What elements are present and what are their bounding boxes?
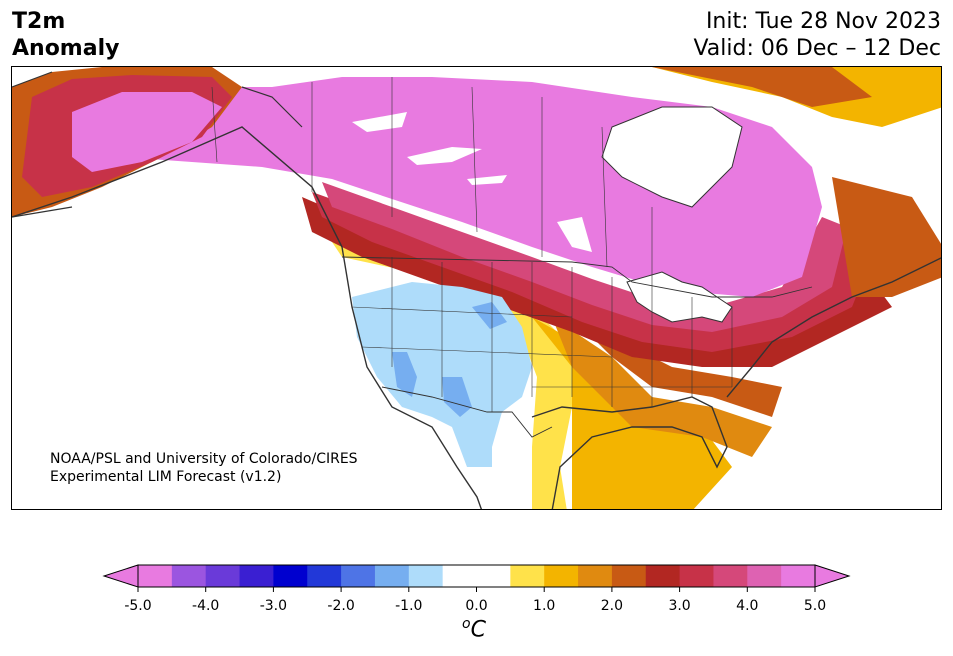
colorbar-tick-label: 4.0 xyxy=(736,598,759,614)
map-canvas xyxy=(12,67,941,509)
colorbar-tick-label: 1.0 xyxy=(533,598,556,614)
colorbar-tick-label: -5.0 xyxy=(124,598,152,614)
colorbar-tick-label: 0.0 xyxy=(465,598,488,614)
coastline-gulf xyxy=(531,396,728,509)
hudson-bay xyxy=(601,106,743,208)
anomaly-band-rose xyxy=(322,182,847,332)
credit-text: NOAA/PSL and University of Colorado/CIRE… xyxy=(50,450,358,486)
colorbar-segment xyxy=(138,565,173,587)
colorbar-segment xyxy=(544,565,579,587)
colorbar-left-extend xyxy=(102,564,139,588)
colorbar-segment xyxy=(205,565,241,587)
colorbar-segment xyxy=(476,565,511,587)
colorbar-right-extend xyxy=(814,564,851,588)
valid-range: Valid: 06 Dec – 12 Dec xyxy=(693,36,941,61)
colorbar-segment xyxy=(239,565,274,587)
great-lakes xyxy=(626,271,733,323)
title-line-2: Anomaly xyxy=(12,36,120,61)
colorbar-segments xyxy=(138,565,816,587)
anomaly-band-alaska-magenta xyxy=(72,92,222,172)
credit-line-1: NOAA/PSL and University of Colorado/CIRE… xyxy=(50,451,358,467)
state-lines xyxy=(351,257,733,412)
colorbar-tick-label: -1.0 xyxy=(395,598,423,614)
colorbar-segment xyxy=(408,565,444,587)
colorbar-tick-label: -3.0 xyxy=(259,598,288,614)
colorbar-segment xyxy=(171,565,207,587)
colorbar-segment xyxy=(510,565,545,587)
lake-2 xyxy=(407,147,482,165)
anomaly-map: NOAA/PSL and University of Colorado/CIRE… xyxy=(11,66,942,510)
us-mexico-border xyxy=(381,386,553,438)
anomaly-band-crimson xyxy=(312,192,872,352)
colorbar-tick-label: 3.0 xyxy=(668,598,691,614)
colorbar-segment xyxy=(578,565,613,587)
colorbar-segment xyxy=(713,565,748,587)
colorbar-unit: oC xyxy=(462,616,486,642)
anomaly-band-blue xyxy=(392,352,417,397)
colorbar-ticks xyxy=(137,587,816,592)
init-date: Init: Tue 28 Nov 2023 xyxy=(705,9,941,34)
colorbar-tick-label: -4.0 xyxy=(192,598,220,614)
lake-3 xyxy=(467,175,507,185)
colorbar-segment xyxy=(645,565,681,587)
unit-superscript: o xyxy=(462,616,471,632)
alaska-coast xyxy=(12,71,303,218)
colorbar-segment xyxy=(341,565,376,587)
colorbar-tick-label: -2.0 xyxy=(327,598,355,614)
province-lines xyxy=(211,77,653,287)
colorbar-segment xyxy=(747,565,782,587)
anomaly-band-greenland-red xyxy=(652,67,872,107)
colorbar-segment xyxy=(307,565,342,587)
credit-line-2: Experimental LIM Forecast (v1.2) xyxy=(50,469,282,485)
lake-4 xyxy=(557,217,592,252)
anomaly-band-blue-2 xyxy=(442,377,472,417)
anomaly-band-blue-3 xyxy=(472,302,507,329)
colorbar-tick-label: 5.0 xyxy=(803,598,827,614)
anomaly-band-dark-orange xyxy=(572,317,782,417)
title-line-1: T2m xyxy=(12,9,66,34)
forecast-dates: Init: Tue 28 Nov 2023 Valid: 06 Dec – 12… xyxy=(693,8,941,62)
colorbar-segment xyxy=(442,565,477,587)
map-title: T2m Anomaly xyxy=(12,8,119,62)
colorbar-segment xyxy=(781,565,816,587)
anomaly-band-labrador xyxy=(832,177,941,297)
colorbar-segment xyxy=(611,565,647,587)
anomaly-band-red xyxy=(302,197,892,367)
coastline-east xyxy=(726,257,941,398)
colorbar-segment xyxy=(374,565,410,587)
colorbar-segment xyxy=(679,565,714,587)
colorbar-segment xyxy=(273,565,308,587)
unit-letter: C xyxy=(470,617,486,643)
lake-1 xyxy=(352,112,407,132)
us-canada-border xyxy=(341,256,813,298)
colorbar-tick-label: 2.0 xyxy=(600,598,624,614)
